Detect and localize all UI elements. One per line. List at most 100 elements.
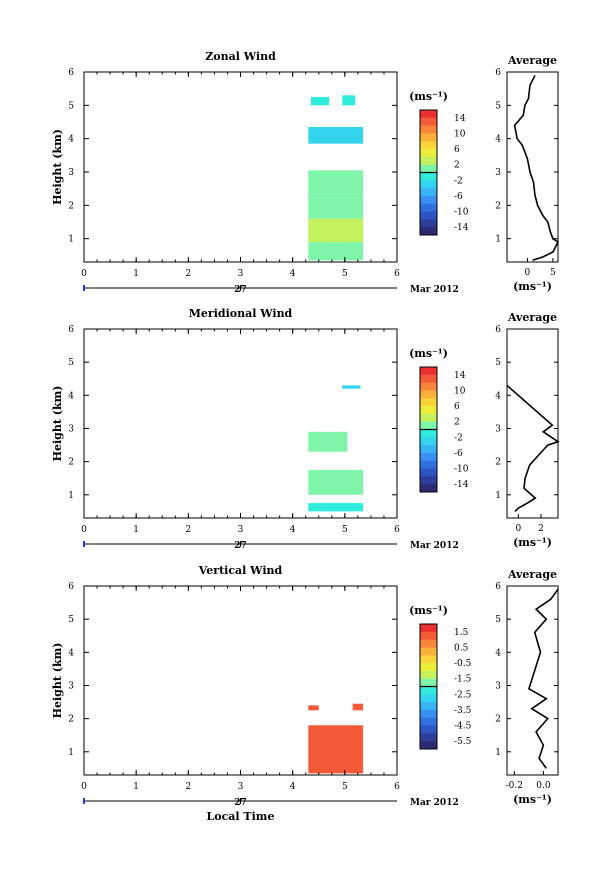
colorbar-label: -2 (454, 176, 463, 186)
heatmap-cell (308, 431, 348, 452)
y-axis-label: Height (km) (51, 129, 64, 205)
colorbar-swatch (420, 398, 437, 407)
colorbar-label: 6 (454, 145, 460, 155)
x-tick-label: 3 (238, 269, 244, 279)
profile-line (513, 74, 560, 262)
colorbar-swatch (420, 460, 437, 469)
profile-title: Average (507, 311, 557, 324)
colorbar-swatch (420, 741, 437, 750)
colorbar-swatch (420, 227, 437, 236)
panel-title: Meridional Wind (189, 307, 293, 320)
colorbar-label: 10 (454, 129, 466, 139)
profile-y-label: 2 (495, 201, 501, 211)
colorbar-swatch (420, 141, 437, 150)
colorbar-label: -10 (454, 465, 469, 475)
profile-y-label: 4 (495, 648, 501, 658)
colorbar-swatch (420, 725, 437, 734)
y-tick-label: 4 (68, 391, 74, 401)
profile-x-label: 0 (525, 268, 531, 278)
y-tick-label: 4 (68, 648, 74, 658)
x-tick-label: 1 (133, 782, 139, 792)
y-tick-label: 6 (68, 325, 74, 335)
x-tick-label: 5 (342, 269, 348, 279)
profile-x-label: 0 (515, 524, 521, 534)
heatmap-cell (308, 198, 364, 219)
colorbar-label: 1.5 (454, 628, 469, 638)
heatmap-cell (308, 127, 364, 144)
heatmap-cell (342, 385, 361, 389)
y-tick-label: 1 (68, 235, 74, 245)
colorbar-label: -6 (454, 449, 463, 459)
colorbar-swatch (420, 110, 437, 119)
y-tick-label: 5 (68, 615, 74, 625)
x-tick-label: 0 (81, 782, 87, 792)
y-tick-label: 2 (68, 458, 74, 468)
colorbar-swatch (420, 382, 437, 391)
colorbar-label: -0.5 (454, 659, 472, 669)
y-tick-label: 1 (68, 748, 74, 758)
profile-frame (506, 585, 559, 776)
colorbar-label: 14 (454, 371, 466, 381)
colorbar-swatch (420, 117, 437, 126)
colorbar-swatch (420, 374, 437, 383)
profile-line (527, 588, 559, 769)
chart-panel-1: Zonal Wind 0 1 2 3 4 5 6 1 2 3 4 5 6 Height (km) 27 Mar … (51, 50, 560, 295)
date-label: Mar 2012 (410, 541, 459, 551)
date-label: Mar 2012 (410, 285, 459, 295)
profile-x-label: 0.0 (536, 781, 551, 791)
profile-y-label: 3 (495, 424, 501, 434)
colorbar-swatch (420, 476, 437, 485)
colorbar-swatch (420, 156, 437, 165)
colorbar-swatch (420, 655, 437, 664)
profile-title: Average (507, 568, 557, 581)
heatmap-cell (308, 725, 364, 774)
date-tick-label: 27 (234, 285, 247, 295)
colorbar-swatch (420, 437, 437, 446)
profile-y-label: 1 (495, 748, 501, 758)
colorbar-label: 2 (454, 418, 460, 428)
colorbar-swatch (420, 624, 437, 633)
colorbar-swatch (420, 686, 437, 695)
colorbar-label: 14 (454, 114, 466, 124)
y-tick-label: 6 (68, 582, 74, 592)
profile-y-label: 1 (495, 235, 501, 245)
x-tick-label: 4 (290, 782, 296, 792)
y-tick-label: 3 (68, 681, 74, 691)
colorbar-label: 6 (454, 402, 460, 412)
profile-y-label: 5 (495, 615, 501, 625)
colorbar-swatch (420, 702, 437, 711)
profile-y-label: 6 (495, 68, 501, 78)
colorbar-swatch (420, 390, 437, 399)
colorbar-label: -10 (454, 208, 469, 218)
profile-y-label: 6 (495, 582, 501, 592)
y-tick-label: 1 (68, 491, 74, 501)
profile-y-label: 1 (495, 491, 501, 501)
colorbar-swatch (420, 484, 437, 493)
date-label: Mar 2012 (410, 798, 459, 808)
y-tick-label: 5 (68, 358, 74, 368)
panel-title: Zonal Wind (205, 50, 276, 63)
x-tick-label: 2 (185, 269, 191, 279)
colorbar-swatch (420, 203, 437, 212)
x-tick-label: 5 (342, 525, 348, 535)
colorbar-unit: (ms⁻¹) (409, 347, 448, 360)
colorbar-swatch (420, 413, 437, 422)
heatmap-cell (308, 705, 319, 711)
y-tick-label: 4 (68, 135, 74, 145)
y-tick-label: 2 (68, 201, 74, 211)
x-tick-label: 3 (238, 782, 244, 792)
colorbar-swatch (420, 468, 437, 477)
date-tick-label: 27 (234, 798, 247, 808)
colorbar-swatch (420, 367, 437, 376)
heatmap-cell (342, 95, 356, 106)
x-axis-label: Local Time (207, 810, 275, 823)
profile-y-label: 4 (495, 135, 501, 145)
profile-frame (506, 328, 559, 519)
profile-y-label: 5 (495, 101, 501, 111)
colorbar-swatch (420, 445, 437, 454)
y-tick-label: 5 (68, 101, 74, 111)
colorbar-swatch (420, 678, 437, 687)
x-tick-label: 5 (342, 782, 348, 792)
y-axis-label: Height (km) (51, 386, 64, 462)
